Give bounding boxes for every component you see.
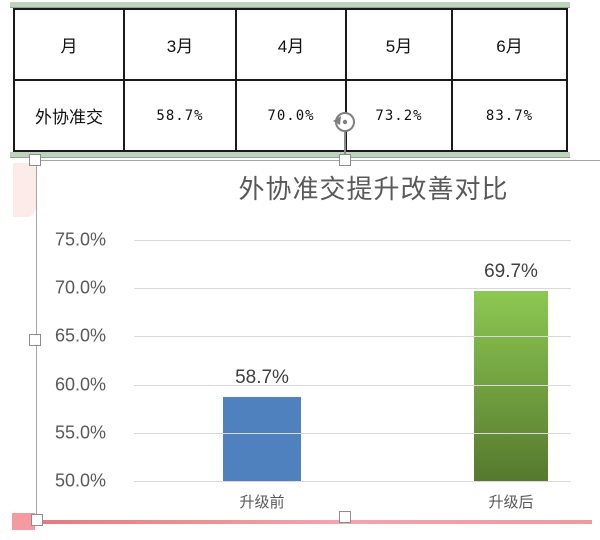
- table-cell-r1c1[interactable]: 58.7%: [125, 81, 237, 150]
- chart-object[interactable]: 外协准交提升改善对比 58.7% 升级前 69.7% 升级后 75.0% 70.0…: [36, 160, 600, 515]
- table-cell-r1c3[interactable]: 73.2%: [347, 81, 453, 150]
- table-cell-r0c1[interactable]: 3月: [125, 10, 237, 81]
- sheet-green-strip-bottom: [10, 152, 570, 158]
- bar-slot-post-upgrade: 69.7% 升级后: [474, 240, 548, 511]
- gridline: [134, 288, 571, 290]
- chart-title[interactable]: 外协准交提升改善对比: [238, 174, 509, 204]
- rotate-handle-icon[interactable]: [332, 109, 358, 135]
- table-cell-r0c3[interactable]: 5月: [347, 10, 453, 81]
- red-row-band-cap: [12, 513, 35, 530]
- selection-handle-top-center[interactable]: [339, 154, 351, 166]
- table-cell-r1c4[interactable]: 83.7%: [485, 107, 534, 124]
- y-axis-tick-label: 50.0%: [54, 470, 106, 491]
- bar-post-upgrade[interactable]: [474, 291, 548, 481]
- y-axis-tick-label: 65.0%: [54, 325, 106, 346]
- gridline: [134, 240, 571, 241]
- data-label-post-upgrade: 69.7%: [484, 261, 538, 283]
- y-axis-tick-label: 60.0%: [54, 374, 106, 395]
- table-cell-r0c2[interactable]: 4月: [237, 10, 347, 81]
- selection-handle-bottom-center[interactable]: [339, 511, 351, 523]
- table-cell-r0c4[interactable]: 6月: [453, 10, 566, 81]
- y-axis-tick-label: 75.0%: [54, 229, 106, 250]
- red-row-band: [36, 520, 592, 524]
- gridline: [134, 432, 571, 434]
- bar-pre-upgrade[interactable]: [223, 397, 301, 481]
- plot-area: 58.7% 升级前 69.7% 升级后 75.0% 70.0% 65.0% 60.0%…: [55, 230, 571, 511]
- data-table: 月 3月 4月 5月 6月 外协准交 58.7% 70.0% 73.2% 83.…: [13, 8, 568, 152]
- data-label-pre-upgrade: 58.7%: [235, 367, 289, 389]
- selection-handle-top-left[interactable]: [29, 154, 41, 166]
- sheet-green-strip-top: [10, 2, 570, 8]
- table-cell-r0c0[interactable]: 月: [15, 10, 125, 81]
- y-axis-tick-label: 55.0%: [54, 422, 106, 443]
- selection-handle-bottom-left[interactable]: [31, 514, 43, 526]
- y-axis-tick-label: 70.0%: [54, 277, 106, 298]
- category-label-pre-upgrade: 升级前: [239, 494, 285, 511]
- selection-handle-mid-left[interactable]: [29, 334, 41, 346]
- category-label-post-upgrade: 升级后: [488, 494, 534, 511]
- gridline: [134, 336, 571, 338]
- table-cell-r1c0[interactable]: 外协准交: [15, 81, 125, 150]
- pink-cell-highlight: [13, 163, 36, 217]
- rotate-handle-stem: [344, 132, 346, 155]
- table-cell-r1c2[interactable]: 70.0%: [237, 81, 347, 150]
- gridline: [134, 384, 571, 386]
- bar-slot-pre-upgrade: 58.7% 升级前: [223, 240, 301, 511]
- x-axis-line: [134, 481, 571, 482]
